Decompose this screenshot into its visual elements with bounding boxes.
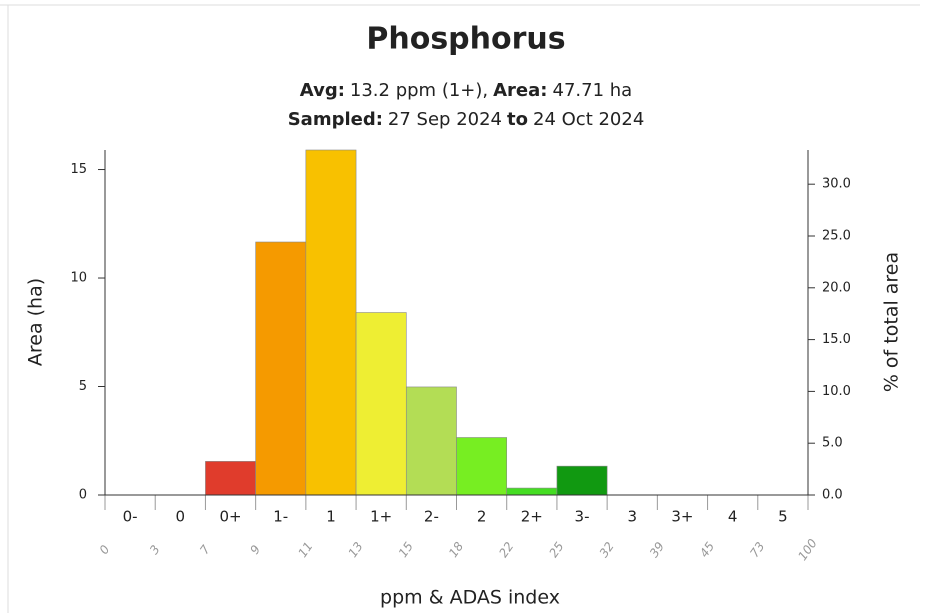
- bar: [255, 241, 307, 496]
- edge-label: 39: [647, 539, 667, 560]
- subtitle-key: Avg:: [300, 80, 345, 101]
- x-tick-label: 0: [176, 508, 186, 526]
- edge-label: 13: [346, 539, 366, 560]
- bar: [355, 312, 407, 496]
- x-tick-label: 1-: [273, 508, 288, 526]
- bar: [506, 487, 558, 496]
- y2-tick-label: 30.0: [822, 177, 851, 192]
- x-tick-label: 5: [778, 508, 788, 526]
- x-tick-label: 0+: [219, 508, 241, 526]
- x-tick-label: 2+: [521, 508, 543, 526]
- edge-label: 15: [396, 539, 416, 560]
- subtitle-key: Sampled:: [288, 109, 383, 130]
- x-tick-label: 2: [477, 508, 487, 526]
- subtitle-key: Area:: [493, 80, 547, 101]
- y-tick-label: 15: [70, 162, 87, 177]
- bar: [456, 437, 508, 496]
- edge-label: 3: [147, 543, 163, 557]
- y2-tick-label: 0.0: [822, 488, 843, 503]
- subtitle-key: to: [507, 109, 528, 130]
- y-tick-label: 10: [70, 271, 87, 286]
- x-tick-label: 3: [627, 508, 637, 526]
- x-tick-label: 2-: [424, 508, 439, 526]
- y2-tick-label: 15.0: [822, 332, 851, 347]
- edge-label: 32: [597, 539, 617, 560]
- y2-axis-label: % of total area: [881, 252, 903, 392]
- bar: [556, 465, 608, 496]
- subtitle-value: 27 Sep 2024: [388, 109, 502, 130]
- y-axis-label: Area (ha): [25, 278, 47, 366]
- edge-label: 100: [795, 536, 820, 563]
- subtitle-value: 24 Oct 2024: [533, 109, 644, 130]
- y-tick-label: 5: [79, 379, 87, 394]
- y2-tick-label: 10.0: [822, 384, 851, 399]
- edge-label: 11: [295, 539, 315, 560]
- x-tick-label: 1+: [370, 508, 392, 526]
- y-tick-label: 0: [79, 488, 87, 503]
- edge-label: 0: [97, 542, 113, 557]
- x-tick-label: 0-: [123, 508, 138, 526]
- bar: [205, 461, 256, 496]
- x-axis-label: ppm & ADAS index: [380, 587, 560, 609]
- subtitle: Avg: 13.2 ppm (1+), Area: 47.71 ha: [300, 80, 632, 101]
- subtitle: Sampled: 27 Sep 2024 to 24 Oct 2024: [288, 109, 645, 130]
- edge-label: 25: [546, 539, 566, 560]
- edge-label: 45: [697, 539, 717, 560]
- bar: [405, 386, 457, 496]
- edge-label: 18: [446, 539, 466, 560]
- chart-title: Phosphorus: [366, 22, 565, 57]
- edge-label: 22: [496, 539, 516, 560]
- x-tick-label: 3+: [671, 508, 693, 526]
- edge-label: 73: [747, 539, 767, 560]
- y2-tick-label: 5.0: [822, 436, 843, 451]
- bar: [305, 149, 357, 496]
- y2-tick-label: 25.0: [822, 228, 851, 243]
- x-tick-label: 4: [728, 508, 738, 526]
- subtitle-value: 13.2 ppm (1+),: [350, 80, 488, 101]
- edge-label: 7: [197, 542, 213, 557]
- edge-label: 9: [247, 543, 263, 557]
- x-tick-label: 1: [326, 508, 336, 526]
- subtitle-value: 47.71 ha: [553, 80, 633, 101]
- x-tick-label: 3-: [575, 508, 590, 526]
- y2-tick-label: 20.0: [822, 280, 851, 295]
